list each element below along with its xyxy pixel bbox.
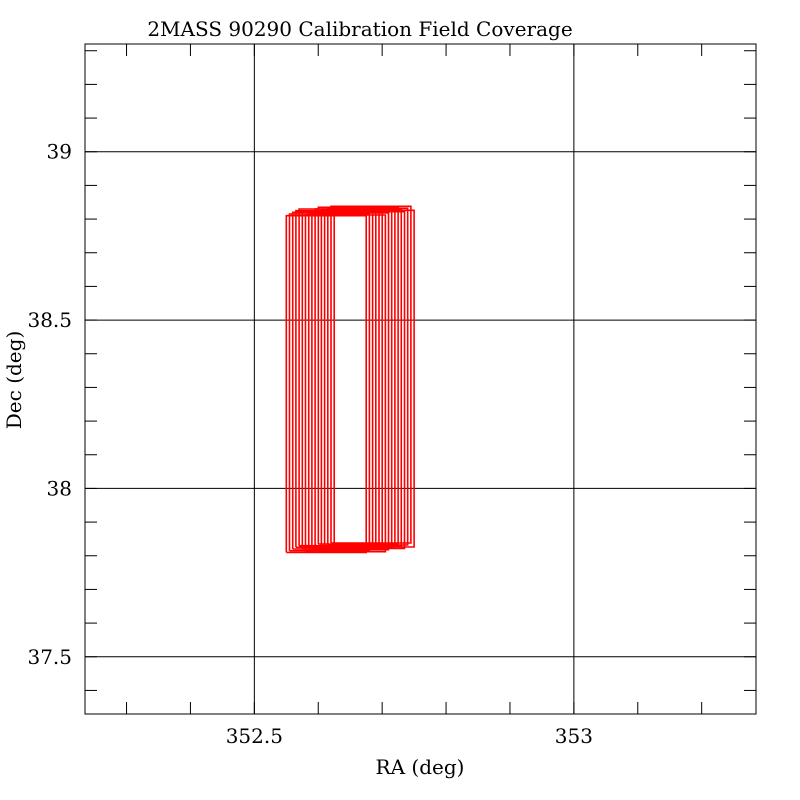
y-axis-label: Dec (deg) — [2, 331, 26, 429]
coverage-footprint — [298, 208, 380, 547]
coverage-footprint — [285, 214, 368, 554]
coverage-footprint — [295, 209, 377, 549]
plot-frame — [84, 43, 757, 715]
coverage-footprint — [288, 213, 371, 552]
coverage-footprint — [320, 208, 403, 548]
coverage-footprint — [304, 214, 387, 553]
chart-title: 2MASS 90290 Calibration Field Coverage — [147, 17, 572, 41]
coverage-footprint — [301, 211, 384, 550]
grid-lines — [85, 44, 756, 714]
x-axis-label: RA (deg) — [376, 755, 465, 779]
coverage-footprint — [333, 209, 415, 548]
coverage-footprint — [307, 212, 390, 551]
coverage-footprint — [326, 207, 409, 546]
y-tick-label: 38 — [47, 476, 72, 500]
coverage-footprint — [317, 206, 399, 545]
x-tick-label: 353 — [555, 724, 593, 748]
axis-ticks — [85, 44, 756, 714]
coverage-footprint — [323, 210, 406, 550]
y-tick-label: 37.5 — [27, 645, 72, 669]
coverage-footprint — [291, 211, 374, 550]
y-tick-label: 39 — [47, 140, 72, 164]
x-tick-label: 352.5 — [226, 724, 283, 748]
coverage-series — [285, 205, 415, 554]
tick-labels: 352.5 353 37.5 38 38.5 39 — [27, 140, 592, 748]
y-tick-label: 38.5 — [27, 308, 72, 332]
coverage-footprint — [330, 205, 412, 544]
